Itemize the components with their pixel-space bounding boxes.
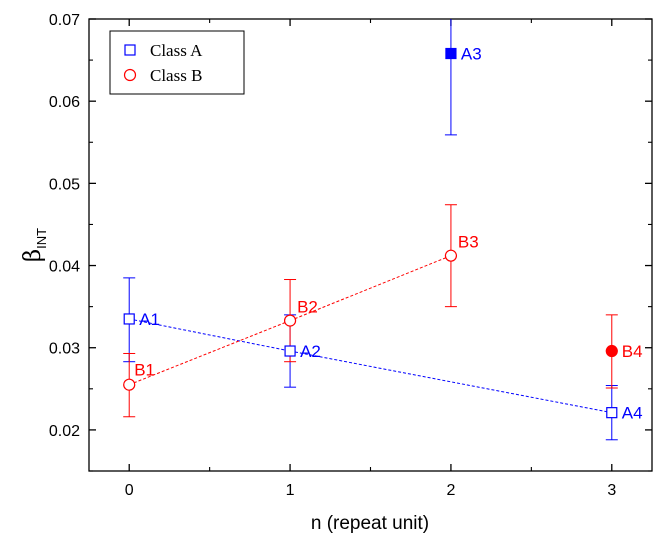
trend-lines bbox=[129, 255, 612, 414]
data-point-circle bbox=[283, 314, 297, 327]
legend-label: Class B bbox=[150, 66, 202, 85]
trend-line-segment bbox=[129, 318, 291, 352]
legend-label: Class A bbox=[150, 41, 203, 60]
legend-marker-circle bbox=[123, 68, 137, 82]
legend-box bbox=[109, 30, 245, 95]
data-point-label: B1 bbox=[134, 361, 155, 380]
y-tick-label: 0.05 bbox=[49, 176, 80, 193]
data-markers bbox=[123, 47, 618, 419]
y-axis-title: βINT bbox=[20, 228, 49, 262]
legend-marker-square bbox=[124, 44, 136, 56]
y-axis: 0.02 0.03 0.04 0.05 0.06 0.07 bbox=[49, 12, 652, 472]
y-tick-label: 0.07 bbox=[49, 12, 80, 29]
data-point-label: A1 bbox=[139, 310, 160, 329]
data-point-square bbox=[606, 407, 618, 419]
y-axis-title-subscript: INT bbox=[34, 228, 49, 249]
x-tick-label: 3 bbox=[607, 482, 616, 499]
x-tick-label: 0 bbox=[125, 482, 134, 499]
point-labels: A1 A2 A3 A4 B1 B2 B3 B4 bbox=[134, 45, 642, 423]
x-axis: 0 1 2 3 bbox=[125, 19, 616, 499]
x-tick-label: 2 bbox=[446, 482, 455, 499]
data-point-label: B3 bbox=[458, 233, 479, 252]
data-point-label: B2 bbox=[297, 298, 318, 317]
y-axis-title-main: β bbox=[20, 249, 46, 262]
trend-line-segment bbox=[289, 350, 612, 414]
data-point-square bbox=[445, 47, 457, 60]
y-tick-label: 0.03 bbox=[49, 341, 80, 358]
error-bars bbox=[123, 19, 618, 441]
y-tick-label: 0.06 bbox=[49, 94, 80, 111]
data-point-circle bbox=[605, 344, 618, 358]
data-point-label: A4 bbox=[622, 404, 643, 423]
x-tick-label: 1 bbox=[286, 482, 295, 499]
x-axis-title: n (repeat unit) bbox=[311, 513, 429, 533]
trend-line-segment bbox=[289, 255, 452, 322]
legend: Class A Class B bbox=[109, 30, 245, 95]
data-point-circle bbox=[444, 249, 458, 262]
data-point-label: B4 bbox=[622, 342, 643, 361]
trend-line-segment bbox=[129, 320, 291, 386]
data-point-label: A3 bbox=[461, 45, 482, 64]
data-point-label: A2 bbox=[300, 342, 321, 361]
data-point-square bbox=[284, 345, 296, 357]
y-tick-label: 0.04 bbox=[49, 259, 80, 276]
data-point-circle bbox=[123, 378, 136, 391]
y-tick-label: 0.02 bbox=[49, 423, 80, 440]
data-point-square bbox=[123, 313, 135, 325]
